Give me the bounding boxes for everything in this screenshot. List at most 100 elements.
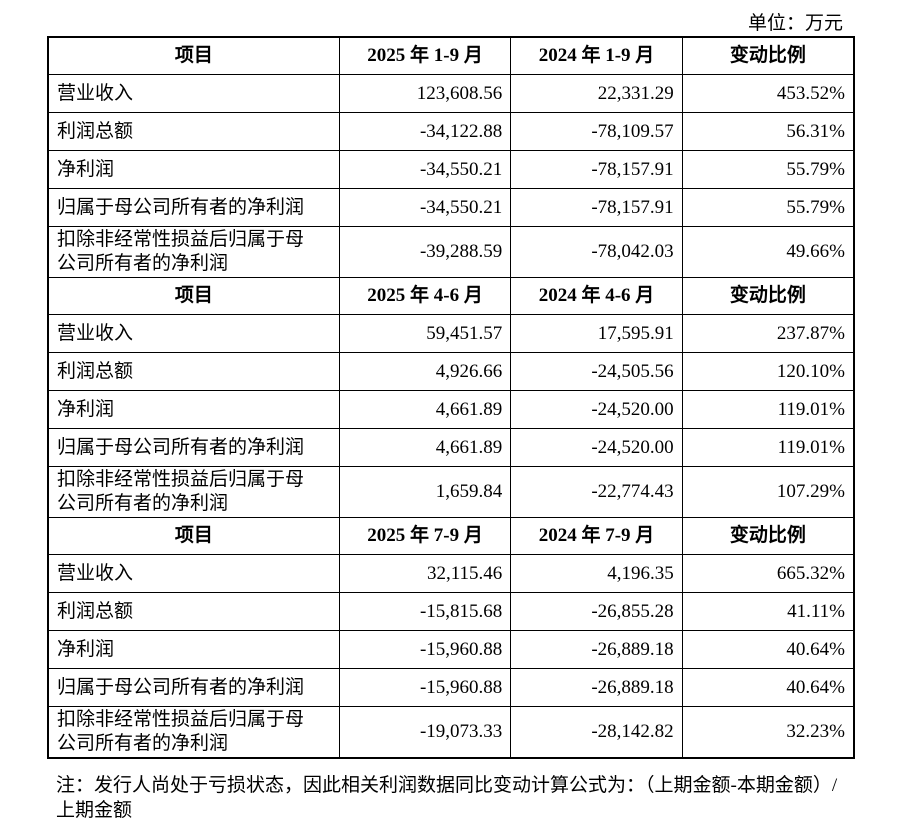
- cell-text: 净利润: [57, 638, 115, 660]
- value-cell: 17,595.91: [510, 314, 683, 353]
- header-cell: 变动比例: [681, 36, 855, 75]
- cell-text: 59,451.57: [426, 322, 503, 344]
- value-cell: -78,157.91: [510, 150, 683, 189]
- header-cell: 项目: [47, 277, 340, 315]
- cell-text: -78,157.91: [591, 158, 674, 180]
- cell-text: -22,774.43: [591, 481, 674, 502]
- cell-text: -24,520.00: [591, 436, 674, 458]
- cell-text: 归属于母公司所有者的净利润: [57, 196, 305, 218]
- cell-text: -19,073.33: [419, 721, 503, 742]
- cell-text: -34,550.21: [419, 196, 503, 218]
- cell-text: 4,196.35: [607, 562, 674, 584]
- cell-text: 净利润: [57, 158, 115, 180]
- note: 注：发行人尚处于亏损状态，因此相关利润数据同比变动计算公式为：（上期金额-本期金…: [56, 775, 838, 821]
- cell-text: 营业收入: [57, 562, 134, 584]
- header-cell: 2025 年 4-6 月: [338, 277, 512, 315]
- header-cell: 变动比例: [681, 517, 855, 555]
- cell-text: 4,661.89: [435, 436, 503, 458]
- cell-text: 扣除非经常性损益后归属于母公司所有者的净利润: [57, 469, 305, 514]
- cell-text: -28,142.82: [591, 721, 674, 742]
- data-row: 净利润 -15,960.88 -26,889.18 40.64%: [47, 630, 855, 669]
- data-row: 扣除非经常性损益后归属于母公司所有者的净利润 -39,288.59 -78,042.…: [47, 226, 855, 278]
- cell-text: 归属于母公司所有者的净利润: [57, 436, 305, 458]
- value-cell: -39,288.59: [338, 226, 512, 278]
- value-cell: -78,109.57: [510, 112, 683, 151]
- value-cell: -15,815.68: [338, 592, 512, 631]
- value-cell: -26,889.18: [510, 630, 683, 669]
- header-cell: 2024 年 7-9 月: [510, 517, 683, 555]
- value-cell: 32,115.46: [338, 554, 512, 593]
- row-label: 净利润: [47, 390, 340, 429]
- value-cell: 107.29%: [681, 466, 855, 518]
- data-row: 利润总额 4,926.66 -24,505.56 120.10%: [47, 352, 855, 391]
- cell-text: 665.32%: [776, 562, 845, 584]
- value-cell: -22,774.43: [510, 466, 683, 518]
- value-cell: 40.64%: [681, 630, 855, 669]
- cell-text: 32.23%: [786, 721, 845, 742]
- cell-text: 120.10%: [776, 360, 845, 382]
- cell-text: 利润总额: [57, 360, 134, 382]
- cell-text: 扣除非经常性损益后归属于母公司所有者的净利润: [57, 229, 305, 274]
- data-row: 扣除非经常性损益后归属于母公司所有者的净利润 -19,073.33 -28,142.…: [47, 706, 855, 759]
- cell-text: -78,042.03: [591, 241, 674, 262]
- row-label: 营业收入: [47, 314, 340, 353]
- value-cell: -19,073.33: [338, 706, 512, 759]
- cell-text: 40.64%: [786, 676, 845, 698]
- cell-text: 55.79%: [786, 158, 845, 180]
- data-row: 扣除非经常性损益后归属于母公司所有者的净利润 1,659.84 -22,774.43…: [47, 466, 855, 518]
- value-cell: 55.79%: [681, 188, 855, 227]
- data-row: 利润总额 -15,815.68 -26,855.28 41.11%: [47, 592, 855, 631]
- data-row: 净利润 4,661.89 -24,520.00 119.01%: [47, 390, 855, 429]
- cell-text: -39,288.59: [419, 241, 503, 262]
- cell-text: -24,520.00: [591, 398, 674, 420]
- cell-text: -78,109.57: [591, 120, 674, 142]
- financial-table: 项目 2025 年 1-9 月 2024 年 1-9 月变动比例 营业收入 123,60…: [47, 36, 855, 759]
- cell-text: 4,926.66: [435, 360, 503, 382]
- header-cell: 2025 年 1-9 月: [338, 36, 512, 75]
- value-cell: 22,331.29: [510, 74, 683, 113]
- row-label: 扣除非经常性损益后归属于母公司所有者的净利润: [47, 706, 340, 759]
- value-cell: 119.01%: [681, 428, 855, 467]
- cell-text: 营业收入: [57, 322, 134, 344]
- data-row: 净利润 -34,550.21 -78,157.91 55.79%: [47, 150, 855, 189]
- data-row: 营业收入 123,608.56 22,331.29 453.52%: [47, 74, 855, 113]
- value-cell: 56.31%: [681, 112, 855, 151]
- value-cell: 453.52%: [681, 74, 855, 113]
- cell-text: 107.29%: [776, 481, 845, 502]
- row-label: 扣除非经常性损益后归属于母公司所有者的净利润: [47, 466, 340, 518]
- value-cell: -24,520.00: [510, 390, 683, 429]
- row-label: 净利润: [47, 150, 340, 189]
- cell-text: 119.01%: [777, 398, 845, 420]
- value-cell: 59,451.57: [338, 314, 512, 353]
- row-label: 利润总额: [47, 352, 340, 391]
- value-cell: -78,042.03: [510, 226, 683, 278]
- row-label: 营业收入: [47, 74, 340, 113]
- cell-text: 237.87%: [776, 322, 845, 344]
- data-row: 归属于母公司所有者的净利润 -34,550.21 -78,157.91 55.79%: [47, 188, 855, 227]
- cell-text: -34,550.21: [419, 158, 503, 180]
- cell-text: 119.01%: [777, 436, 845, 458]
- row-label: 利润总额: [47, 112, 340, 151]
- cell-text: 56.31%: [786, 120, 845, 142]
- value-cell: 120.10%: [681, 352, 855, 391]
- value-cell: -15,960.88: [338, 668, 512, 707]
- value-cell: 40.64%: [681, 668, 855, 707]
- value-cell: -34,550.21: [338, 150, 512, 189]
- value-cell: -26,889.18: [510, 668, 683, 707]
- value-cell: 1,659.84: [338, 466, 512, 518]
- value-cell: 4,196.35: [510, 554, 683, 593]
- cell-text: 利润总额: [57, 120, 134, 142]
- value-cell: -15,960.88: [338, 630, 512, 669]
- value-cell: 119.01%: [681, 390, 855, 429]
- data-row: 利润总额 -34,122.88 -78,109.57 56.31%: [47, 112, 855, 151]
- cell-text: -15,815.68: [419, 600, 503, 622]
- row-label: 净利润: [47, 630, 340, 669]
- data-row: 营业收入 32,115.46 4,196.35 665.32%: [47, 554, 855, 593]
- cell-text: -26,889.18: [591, 638, 674, 660]
- header-cell: 2025 年 7-9 月: [338, 517, 512, 555]
- header-row: 项目 2025 年 7-9 月 2024 年 7-9 月变动比例: [47, 517, 855, 555]
- row-label: 归属于母公司所有者的净利润: [47, 668, 340, 707]
- value-cell: 49.66%: [681, 226, 855, 278]
- cell-text: -24,505.56: [591, 360, 674, 382]
